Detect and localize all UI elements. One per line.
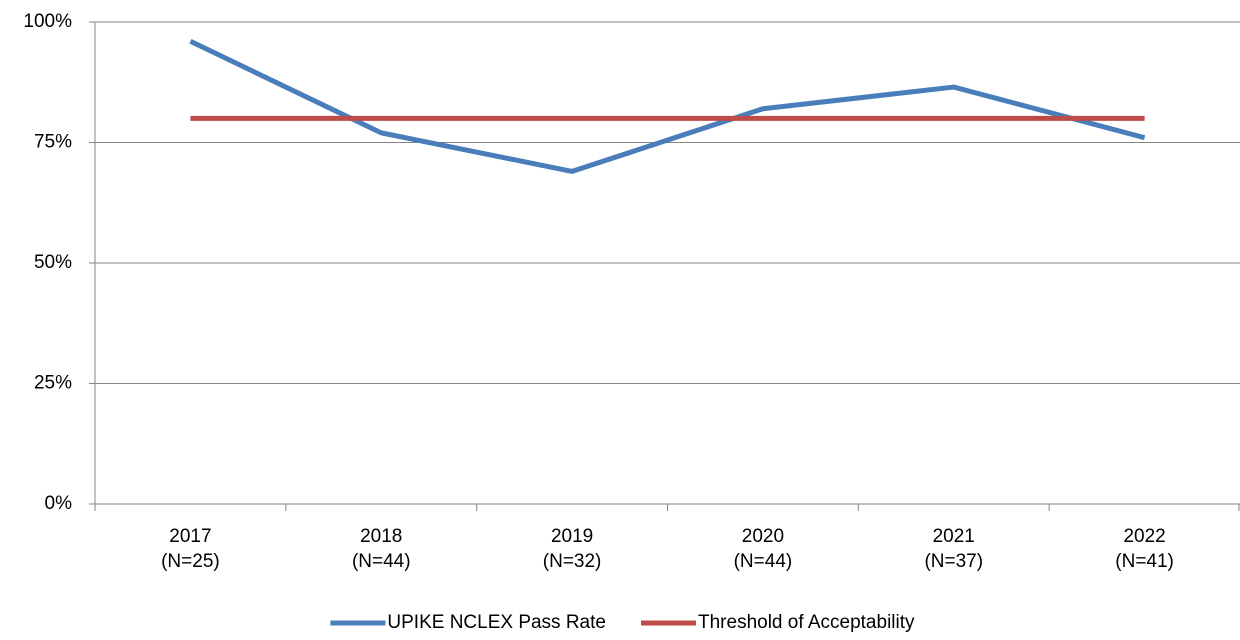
y-tick-label: 100%	[23, 11, 72, 32]
y-tick-label: 25%	[34, 373, 72, 394]
x-tick-label: 2019 (N=32)	[543, 526, 602, 572]
x-tick-label: 2022 (N=41)	[1115, 526, 1174, 572]
x-tick-label: 2020 (N=44)	[734, 526, 793, 572]
series-line	[189, 39, 1146, 174]
y-tick-label: 50%	[34, 252, 72, 273]
y-tick-label: 75%	[34, 132, 72, 153]
legend-label: UPIKE NCLEX Pass Rate	[387, 612, 606, 633]
x-tick-label: 2018 (N=44)	[352, 526, 411, 572]
y-tick-label: 0%	[45, 493, 73, 514]
legend-label: Threshold of Acceptability	[698, 612, 915, 633]
x-tick-label: 2017 (N=25)	[161, 526, 220, 572]
x-tick-label: 2021 (N=37)	[924, 526, 983, 572]
